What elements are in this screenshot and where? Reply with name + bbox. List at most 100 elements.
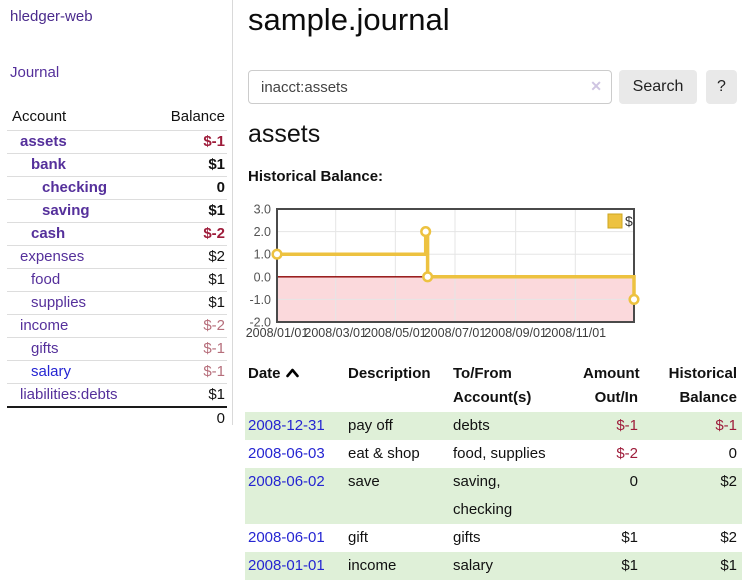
y-axis-tick-label: 3.0 xyxy=(254,203,271,217)
account-link-cash[interactable]: cash xyxy=(31,225,66,242)
y-axis-tick-label: -2.0 xyxy=(249,316,271,330)
y-axis-tick-label: -1.0 xyxy=(249,293,271,307)
transaction-amount: 0 xyxy=(629,473,638,490)
register-row: 2008-06-03 eat & shop food, supplies $-2 0 xyxy=(245,440,742,468)
accounts-total: 0 xyxy=(7,406,227,430)
register-row: 2008-06-01 gift gifts $1 $2 xyxy=(245,524,742,552)
transaction-balance: $2 xyxy=(720,529,737,546)
transaction-date-link[interactable]: 2008-06-02 xyxy=(248,473,325,490)
account-row: checking 0 xyxy=(7,176,227,199)
transaction-balance: 0 xyxy=(728,445,737,462)
account-balance: $-2 xyxy=(203,225,225,242)
account-row: food $1 xyxy=(7,268,227,291)
balance-column-header: Balance xyxy=(170,108,225,125)
account-balance: $1 xyxy=(208,156,225,173)
historical-balance-chart: $3.0 2.0 1.0 0.0 -1.0 -2.02008/01/012008/03/0… xyxy=(246,203,640,340)
x-axis-tick-label: 2008/05/01 xyxy=(364,326,427,340)
description-column-header: Description xyxy=(348,365,431,382)
account-balance: 0 xyxy=(216,179,225,196)
data-point-marker xyxy=(628,293,640,305)
account-link-income[interactable]: income xyxy=(20,317,69,334)
transaction-date-link[interactable]: 2008-06-03 xyxy=(248,445,325,462)
account-row: income $-2 xyxy=(7,314,227,337)
transaction-date-link[interactable]: 2008-12-31 xyxy=(248,417,325,434)
account-link-gifts[interactable]: gifts xyxy=(31,340,59,357)
app-title-link[interactable]: hledger-web xyxy=(10,8,93,25)
register-row: 2008-06-02 save saving, checking 0 $2 xyxy=(245,468,742,524)
account-balance: $-1 xyxy=(203,133,225,150)
account-balance: $1 xyxy=(208,294,225,311)
transaction-accounts: salary xyxy=(453,557,494,574)
account-balance: $1 xyxy=(208,271,225,288)
register-row: 2008-01-01 income salary $1 $1 xyxy=(245,552,742,580)
y-axis-tick-label: 1.0 xyxy=(254,248,271,262)
chart-title: Historical Balance: xyxy=(248,168,384,185)
clear-search-icon[interactable]: ✕ xyxy=(590,78,602,94)
account-link-food[interactable]: food xyxy=(31,271,61,288)
page-title: sample.journal xyxy=(248,2,450,37)
transaction-date-link[interactable]: 2008-01-01 xyxy=(248,557,325,574)
account-link-assets[interactable]: assets xyxy=(20,133,67,150)
account-balance: $1 xyxy=(208,202,225,219)
transaction-date-link[interactable]: 2008-06-01 xyxy=(248,529,325,546)
account-row: assets $-1 xyxy=(7,130,227,153)
date-column-header[interactable]: Date xyxy=(245,360,345,412)
transaction-balance: $2 xyxy=(720,473,737,490)
account-row: bank $1 xyxy=(7,153,227,176)
search-form: ✕ Search ? xyxy=(248,70,742,104)
x-axis-tick-label: 2008/11/01 xyxy=(544,326,606,340)
sidebar-item-journal[interactable]: Journal xyxy=(10,64,60,81)
help-button[interactable]: ? xyxy=(706,70,737,104)
account-link-salary[interactable]: salary xyxy=(31,363,72,380)
x-axis-tick-label: 2008/03/01 xyxy=(304,326,367,340)
transaction-balance: $1 xyxy=(720,557,737,574)
x-axis-tick-label: 2008/01/01 xyxy=(246,326,309,340)
register-row: 2008-12-31 pay off debts $-1 $-1 xyxy=(245,412,742,440)
account-row: supplies $1 xyxy=(7,291,227,314)
account-balance: $1 xyxy=(208,386,225,403)
data-point-marker xyxy=(422,271,434,283)
account-link-bank[interactable]: bank xyxy=(31,156,67,173)
legend-label: $ xyxy=(625,213,633,229)
account-link-expenses[interactable]: expenses xyxy=(20,248,85,265)
accounts-table: Account Balance assets $-1 bank $1 checking 0… xyxy=(7,104,227,430)
sidebar-divider xyxy=(232,0,233,425)
transaction-amount: $1 xyxy=(621,557,638,574)
transaction-description: gift xyxy=(348,529,369,546)
sort-ascending-icon xyxy=(285,362,299,386)
account-row: salary $-1 xyxy=(7,360,227,383)
plot-border xyxy=(276,208,635,323)
account-link-supplies[interactable]: supplies xyxy=(31,294,87,311)
accounts-table-header: Account Balance xyxy=(7,104,227,130)
account-row: liabilities:debts $1 xyxy=(7,383,227,406)
legend-swatch xyxy=(607,213,623,229)
account-row: expenses $2 xyxy=(7,245,227,268)
transaction-balance: $-1 xyxy=(715,417,737,434)
account-row: gifts $-1 xyxy=(7,337,227,360)
transaction-description: save xyxy=(348,473,380,490)
data-point-marker xyxy=(420,226,432,238)
search-button[interactable]: Search xyxy=(619,70,697,104)
amount-column-header: Amount Out/In xyxy=(583,365,640,406)
account-link-saving[interactable]: saving xyxy=(42,202,90,219)
y-axis-tick-label: 0.0 xyxy=(254,270,271,284)
transaction-description: income xyxy=(348,557,397,574)
x-axis-tick-label: 2008/07/01 xyxy=(424,326,487,340)
account-link-checking[interactable]: checking xyxy=(42,179,108,196)
account-balance: $-1 xyxy=(203,340,225,357)
transaction-amount: $1 xyxy=(621,529,638,546)
transaction-amount: $-2 xyxy=(616,445,638,462)
account-row: saving $1 xyxy=(7,199,227,222)
transaction-description: eat & shop xyxy=(348,445,420,462)
account-column-header: Account xyxy=(12,108,67,125)
sidebar: hledger-web Journal Account Balance asse… xyxy=(0,0,232,582)
transaction-description: pay off xyxy=(348,417,393,434)
x-axis-tick-label: 2008/09/01 xyxy=(484,326,547,340)
account-link-liabilities-debts[interactable]: liabilities:debts xyxy=(20,386,118,403)
transaction-accounts: gifts xyxy=(453,529,481,546)
transaction-amount: $-1 xyxy=(616,417,638,434)
transaction-accounts: saving, checking xyxy=(453,473,513,518)
main-content: sample.journal ✕ Search ? assets Histori… xyxy=(245,0,742,582)
search-input[interactable] xyxy=(248,70,612,104)
account-heading: assets xyxy=(248,120,321,148)
